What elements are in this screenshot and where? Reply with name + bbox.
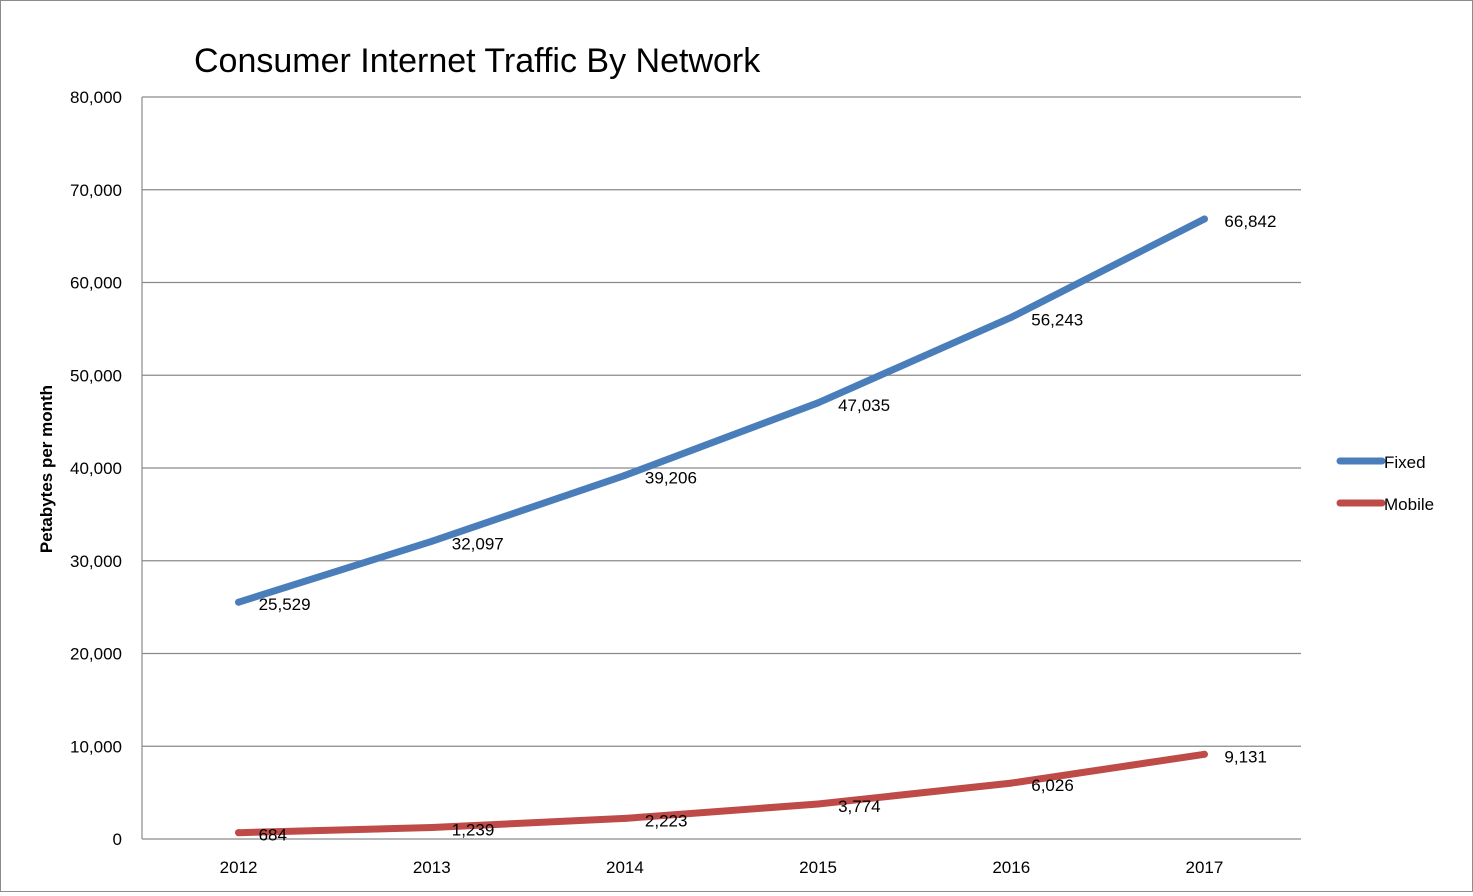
data-label: 32,097 [452,534,504,553]
legend-label-fixed: Fixed [1384,453,1426,472]
x-tick-label: 2012 [220,858,258,877]
data-point [428,537,436,545]
data-point [428,824,436,832]
axes [141,97,1301,840]
data-label: 2,223 [645,811,688,830]
data-label: 39,206 [645,468,697,487]
y-tick-label: 70,000 [70,181,122,200]
data-label: 25,529 [259,595,311,614]
data-label: 56,243 [1031,310,1083,329]
x-tick-label: 2015 [799,858,837,877]
chart-title: Consumer Internet Traffic By Network [194,42,761,80]
data-point [621,814,629,822]
y-tick-labels: 0 10,000 20,000 30,000 40,000 50,000 60,000 70,… [70,88,122,849]
legend-label-mobile: Mobile [1384,495,1434,514]
y-tick-label: 10,000 [70,737,122,756]
data-point [1200,215,1208,223]
y-tick-label: 80,000 [70,88,122,107]
x-tick-label: 2013 [413,858,451,877]
series-line-mobile [235,750,1208,837]
data-point [621,471,629,479]
data-label: 684 [259,826,287,845]
legend: Fixed Mobile [1336,453,1434,514]
data-label: 6,026 [1031,776,1074,795]
series-line-fixed [235,215,1208,606]
data-label: 66,842 [1224,212,1276,231]
data-labels: 25,529 32,097 39,206 47,035 56,243 66,842 684 1… [259,212,1277,845]
data-point [1007,779,1015,787]
data-label: 47,035 [838,396,890,415]
y-tick-label: 30,000 [70,552,122,571]
y-tick-label: 20,000 [70,645,122,664]
y-tick-label: 50,000 [70,366,122,385]
x-tick-label: 2016 [992,858,1030,877]
data-point [814,399,822,407]
data-point [1007,313,1015,321]
data-point [814,800,822,808]
x-tick-label: 2017 [1186,858,1224,877]
x-tick-label: 2014 [606,858,644,877]
y-axis-label: Petabytes per month [37,385,56,553]
data-label: 1,239 [452,821,495,840]
data-label: 9,131 [1224,747,1267,766]
data-label: 3,774 [838,797,881,816]
data-point [1200,750,1208,758]
y-tick-label: 0 [113,830,122,849]
x-tick-labels: 2012 2013 2014 2015 2016 2017 [220,858,1224,877]
series-lines [235,215,1208,837]
y-tick-label: 60,000 [70,274,122,293]
y-tick-label: 40,000 [70,459,122,478]
gridlines [142,96,1301,747]
data-point [235,829,243,837]
data-point [235,598,243,606]
